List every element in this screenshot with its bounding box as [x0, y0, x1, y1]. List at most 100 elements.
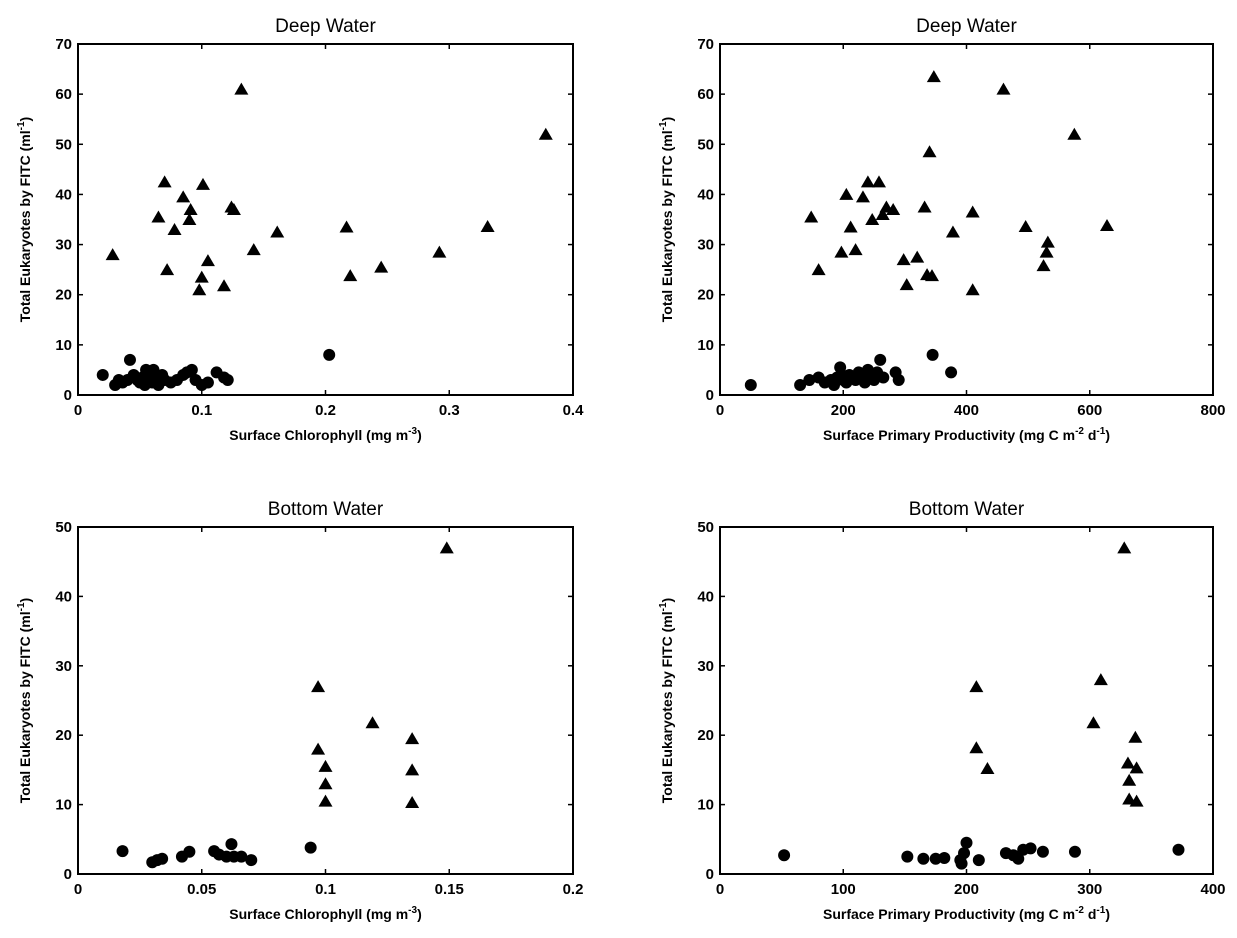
y-tick-label: 10: [55, 797, 72, 814]
circle-point: [874, 353, 887, 366]
triangle-point: [318, 794, 333, 807]
triangle-point: [270, 225, 285, 238]
x-tick-label: 0: [74, 881, 82, 898]
triangle-point: [374, 260, 389, 273]
x-tick-label: 0.2: [315, 402, 336, 419]
triangle-point: [896, 253, 911, 266]
circle-point: [926, 348, 939, 361]
triangle-point: [200, 254, 215, 267]
chart-title: Deep Water: [916, 16, 1017, 37]
y-tick-label: 30: [55, 658, 72, 675]
y-tick-label: 20: [697, 727, 714, 744]
triangle-point: [480, 220, 495, 233]
triangle-point: [1129, 794, 1144, 807]
circle-point: [116, 845, 129, 858]
x-tick-label: 200: [954, 881, 979, 898]
circle-point: [955, 857, 968, 870]
circle-point: [123, 353, 136, 366]
circle-point: [938, 852, 951, 865]
circle-point: [1068, 845, 1081, 858]
y-axis-label: Total Eukaryotes by FITC (ml-1): [658, 117, 675, 322]
y-tick-label: 50: [55, 136, 72, 153]
triangle-point: [151, 210, 166, 223]
circle-point: [183, 845, 196, 858]
triangle-point: [839, 187, 854, 200]
circle-point: [1036, 845, 1049, 858]
triangle-point: [405, 796, 420, 809]
y-tick-label: 0: [64, 866, 72, 883]
y-tick-label: 0: [64, 387, 72, 404]
triangle-point: [965, 283, 980, 296]
triangle-point: [871, 175, 886, 188]
scatter-panel-3: Bottom Water 0 0.05 0.1 0.15 0.2 0 10 20 30 40 50 Su…: [16, 499, 583, 922]
triangle-point: [917, 200, 932, 213]
circle-point: [221, 373, 234, 386]
circle-point: [156, 852, 169, 865]
y-tick-label: 70: [697, 36, 714, 53]
circle-point: [245, 854, 258, 867]
circle-point: [1012, 852, 1025, 865]
triangle-point: [538, 127, 553, 140]
triangle-point: [980, 762, 995, 775]
x-tick-label: 0: [74, 402, 82, 419]
circle-point: [201, 376, 214, 389]
triangle-point: [848, 243, 863, 256]
triangle-point: [804, 210, 819, 223]
x-tick-label: 0: [716, 402, 724, 419]
x-tick-label: 0.4: [563, 402, 585, 419]
scatter-panel-2: Deep Water 0 200 400 600 800 0 10 20 30 40 50 60 70 Su…: [658, 16, 1226, 443]
triangle-point: [182, 213, 197, 225]
plot-frame: [719, 526, 1214, 875]
plot-frame: [77, 43, 574, 396]
triangle-point: [1036, 259, 1051, 272]
triangle-point: [226, 202, 241, 215]
y-tick-label: 50: [697, 519, 714, 536]
triangle-point: [405, 763, 420, 776]
x-tick-label: 200: [831, 402, 856, 419]
x-tick-label: 0.1: [315, 881, 336, 898]
triangle-point: [996, 82, 1011, 95]
triangle-point: [339, 220, 354, 233]
triangle-point: [318, 777, 333, 790]
y-tick-label: 30: [55, 237, 72, 254]
triangle-point: [405, 732, 420, 745]
y-tick-label: 40: [697, 588, 714, 605]
triangle-point: [886, 202, 901, 215]
circle-point: [892, 373, 905, 386]
triangle-point: [843, 220, 858, 233]
y-tick-label: 20: [697, 287, 714, 304]
triangle-point: [865, 213, 880, 225]
triangle-point: [1093, 673, 1108, 686]
circle-point: [794, 378, 807, 391]
triangle-point: [1018, 220, 1033, 233]
x-axis-label: Surface Chlorophyll (mg m-3): [229, 905, 422, 922]
triangle-point: [192, 283, 207, 296]
triangle-point: [1100, 219, 1115, 232]
triangle-point: [969, 680, 984, 693]
circle-point: [1172, 843, 1185, 856]
y-tick-label: 0: [706, 866, 714, 883]
circle-point: [744, 378, 757, 391]
plot-frame: [77, 526, 574, 875]
triangle-point: [234, 82, 249, 95]
triangle-point: [318, 759, 333, 772]
triangle-point: [945, 225, 960, 238]
circle-point: [929, 852, 942, 865]
triangle-point: [246, 243, 261, 256]
x-tick-label: 0.3: [439, 402, 460, 419]
y-tick-label: 30: [697, 658, 714, 675]
circle-point: [185, 363, 198, 376]
triangle-point: [1117, 541, 1132, 554]
triangle-point: [194, 270, 209, 283]
x-tick-label: 400: [954, 402, 979, 419]
triangle-point: [899, 278, 914, 291]
x-axis-label: Surface Chlorophyll (mg m-3): [229, 426, 422, 443]
y-tick-label: 20: [55, 287, 72, 304]
triangle-point: [311, 742, 326, 755]
circle-point: [96, 368, 109, 381]
y-tick-label: 20: [55, 727, 72, 744]
triangle-point: [855, 190, 870, 203]
triangle-point: [860, 175, 875, 188]
chart-title: Deep Water: [275, 16, 376, 37]
